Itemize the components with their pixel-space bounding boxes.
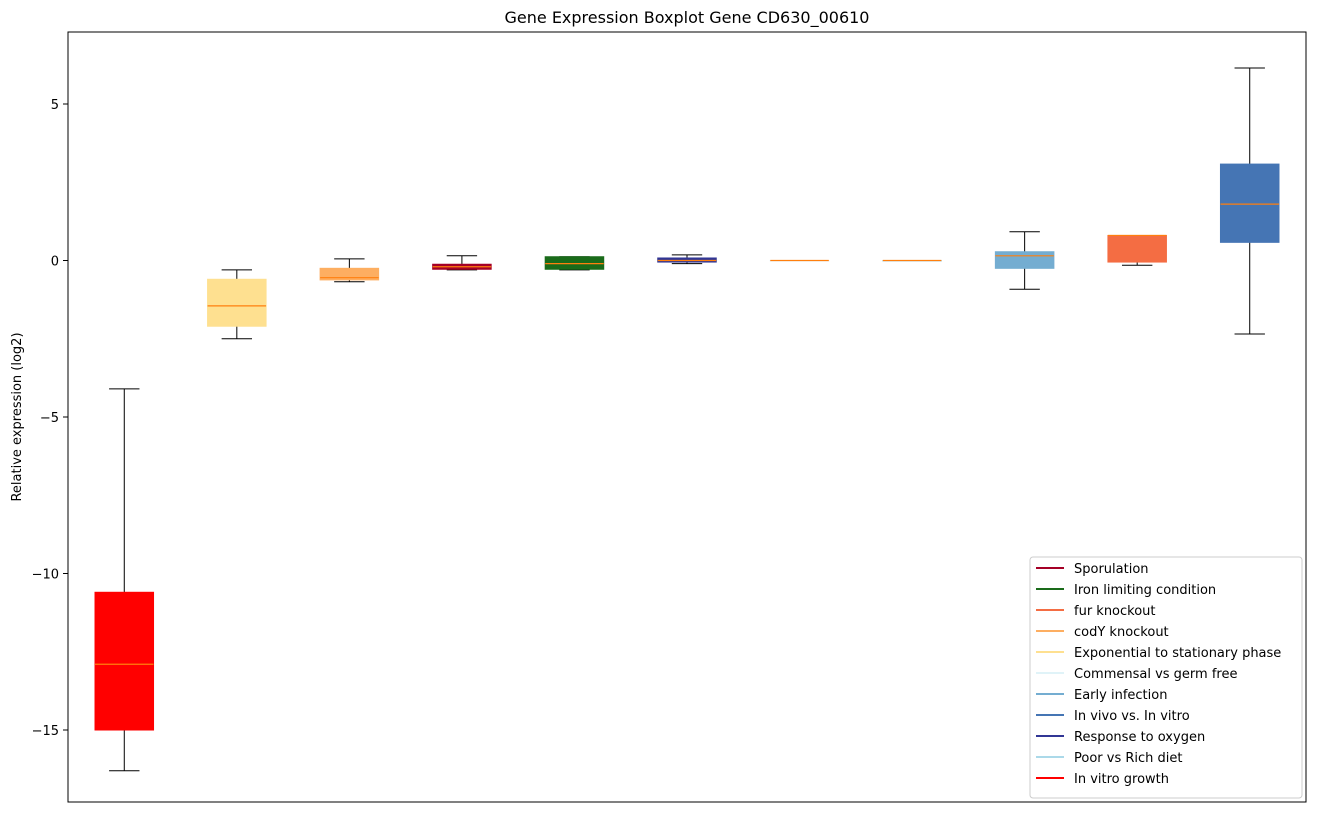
legend-label: In vivo vs. In vitro (1074, 709, 1190, 724)
y-tick-label: −5 (40, 411, 59, 426)
box-poor-vs-rich-diet (882, 259, 942, 262)
legend-label: Commensal vs germ free (1074, 667, 1237, 682)
y-tick-label: 0 (51, 254, 59, 269)
y-axis-ticks: −15 −10 −5 0 5 (32, 98, 68, 739)
box-cody-knockout (319, 258, 380, 283)
box-commensal-vs-germ-free (769, 259, 830, 262)
box-body (1219, 163, 1280, 243)
boxes-layer (94, 67, 1280, 772)
box-body (94, 591, 155, 731)
box-fur-knockout (1107, 234, 1167, 266)
legend-label: fur knockout (1074, 604, 1156, 619)
legend-label: Iron limiting condition (1074, 583, 1216, 598)
box-early-infection (994, 231, 1055, 290)
legend-label: Sporulation (1074, 562, 1149, 577)
y-tick-label: −15 (32, 724, 59, 739)
box-in-vitro-growth (94, 388, 155, 772)
y-tick-label: 5 (51, 98, 59, 113)
legend: Sporulation Iron limiting condition fur kn… (1029, 556, 1303, 799)
box-body (994, 251, 1055, 269)
box-body (1107, 234, 1167, 263)
legend-label: Exponential to stationary phase (1074, 646, 1281, 661)
box-sporulation (432, 255, 492, 271)
box-body (319, 267, 380, 281)
box-exponential-to-stationary-phase (207, 269, 267, 340)
box-in-vivo-vs-in-vitro (1219, 67, 1280, 335)
legend-frame (1029, 556, 1303, 799)
y-axis-label: Relative expression (log2) (10, 332, 25, 501)
box-iron-limiting-condition (544, 256, 605, 271)
legend-label: Poor vs Rich diet (1074, 751, 1182, 766)
legend-label: Early infection (1074, 688, 1167, 703)
box-body (207, 278, 267, 327)
box-response-to-oxygen (657, 254, 717, 265)
box-body (544, 256, 605, 270)
legend-label: Response to oxygen (1074, 730, 1205, 745)
legend-label: In vitro growth (1074, 772, 1169, 787)
legend-label: codY knockout (1074, 625, 1169, 640)
chart-title: Gene Expression Boxplot Gene CD630_00610 (505, 8, 870, 28)
y-tick-label: −10 (32, 568, 59, 583)
